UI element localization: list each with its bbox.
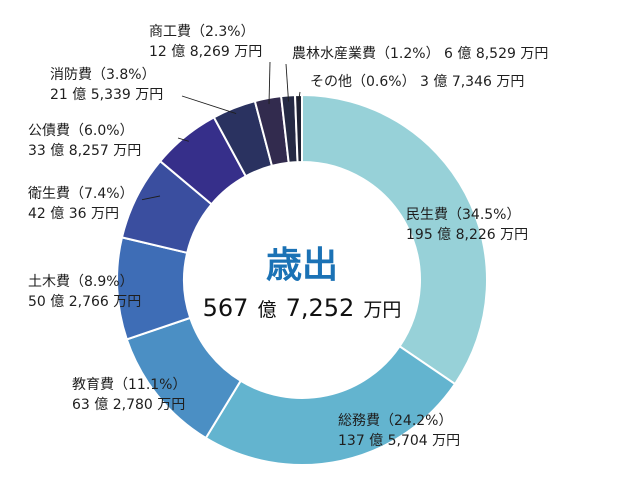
slice-label-4-name: 土木費（8.9%） — [28, 274, 134, 290]
slice-label-8-amount: 12 億 8,269 万円 — [149, 44, 262, 60]
slice-label-5-amount: 42 億 36 万円 — [28, 206, 119, 222]
donut-slice-1 — [301, 93, 488, 386]
donut-slice-10 — [293, 93, 303, 164]
center-total-unit2: 万円 — [363, 299, 401, 321]
leader-line-10 — [298, 91, 301, 102]
donut-slice-2 — [204, 344, 457, 466]
center-total: 567 億 7,252 万円 — [203, 294, 402, 322]
slice-label-7-amount: 21 億 5,339 万円 — [50, 87, 163, 103]
slice-label-6-name: 公債費（6.0%） — [28, 123, 134, 139]
leader-line-6 — [177, 137, 189, 142]
slice-label-9-line: 農林水産業費（1.2%） 6 億 8,529 万円 — [292, 46, 548, 62]
leader-line-5 — [141, 195, 161, 201]
slice-label-1-amount: 195 億 8,226 万円 — [406, 227, 528, 243]
slice-label-10-line: その他（0.6%） 3 億 7,346 万円 — [310, 74, 524, 90]
slice-label-6-amount: 33 億 8,257 万円 — [28, 143, 141, 159]
center-total-num2: 7,252 — [286, 294, 355, 322]
slices-layer — [116, 93, 488, 466]
slice-label-4-amount: 50 億 2,766 万円 — [28, 294, 141, 310]
slice-label-7-name: 消防費（3.8%） — [50, 67, 156, 83]
slice-label-1-name: 民生費（34.5%） — [406, 207, 520, 223]
slice-label-3-name: 教育費（11.1%） — [72, 377, 186, 393]
leader-line-9 — [285, 63, 289, 102]
slice-label-2-amount: 137 億 5,704 万円 — [338, 433, 460, 449]
center-title: 歳出 — [266, 245, 338, 286]
slice-label-2-name: 総務費（24.2%） — [338, 413, 452, 429]
slice-label-5-name: 衛生費（7.4%） — [28, 186, 134, 202]
leader-line-8 — [268, 61, 271, 105]
leaders-layer — [141, 61, 301, 201]
slice-label-3-amount: 63 億 2,780 万円 — [72, 397, 185, 413]
center-total-unit1: 億 — [258, 299, 277, 321]
slice-label-8-name: 商工費（2.3%） — [149, 24, 255, 40]
center-total-num1: 567 — [203, 294, 249, 322]
leader-line-7 — [181, 95, 237, 114]
